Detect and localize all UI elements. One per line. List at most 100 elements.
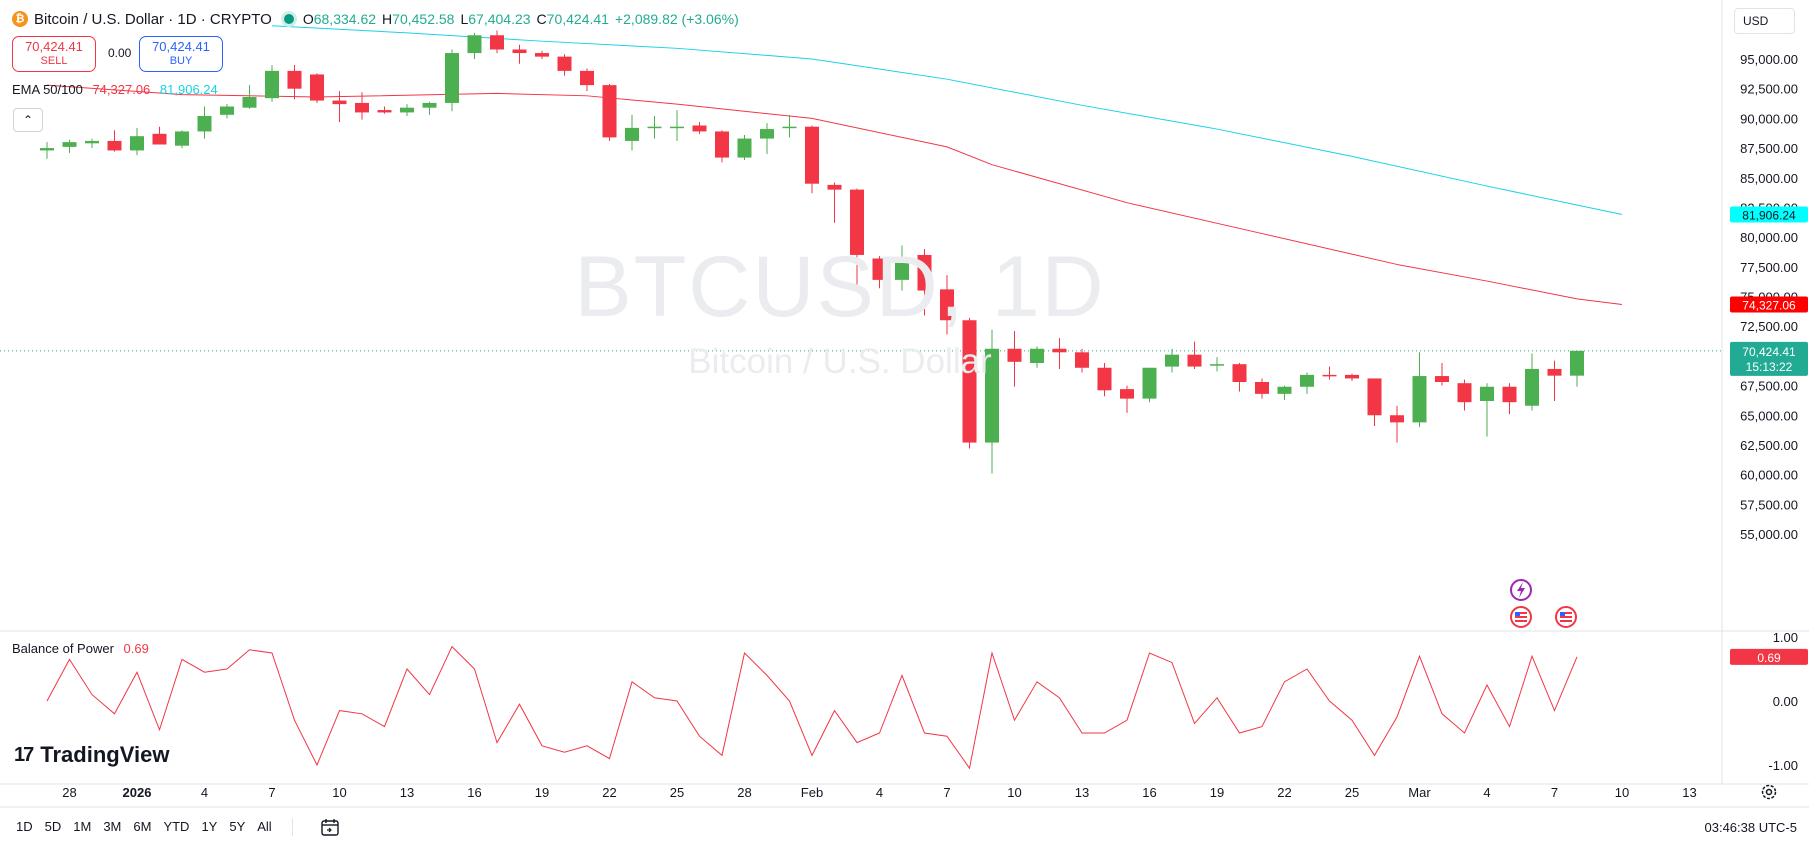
time-tick-label: 10	[1615, 785, 1629, 800]
candle-down	[287, 64, 302, 100]
market-status-icon	[283, 14, 294, 24]
candle-body	[1187, 354, 1202, 367]
candle-down	[377, 106, 392, 114]
candle-body	[962, 320, 977, 443]
candle-down	[850, 188, 864, 286]
candle-down	[1367, 378, 1382, 426]
price-tick-label: 62,500.00	[1740, 438, 1798, 453]
candle-down	[535, 50, 549, 59]
candle-down	[962, 317, 977, 449]
candle-body	[355, 102, 369, 113]
bop-value-badge: 0.69	[1730, 648, 1808, 665]
range-5y[interactable]: 5Y	[229, 819, 246, 834]
collapse-legend-button[interactable]: ⌃	[13, 108, 43, 132]
candle-body	[1345, 374, 1359, 379]
ohlc-values: O 68,334.62 H 70,452.58 L 67,404.23 C 70,424…	[303, 11, 739, 27]
gear-icon[interactable]	[1759, 782, 1779, 802]
candle-down	[557, 54, 572, 76]
range-all[interactable]: All	[257, 819, 272, 834]
bop-value-badge-text: 0.69	[1757, 651, 1781, 665]
candle-up	[895, 245, 909, 291]
range-ytd[interactable]: YTD	[163, 819, 190, 834]
dividend-lightning-icon[interactable]	[1510, 579, 1532, 601]
ema-legend[interactable]: EMA 50/100 74,327.06 81,906.24	[12, 82, 218, 97]
range-1m[interactable]: 1M	[73, 819, 92, 834]
range-3m[interactable]: 3M	[103, 819, 122, 834]
candle-body	[85, 140, 99, 144]
candle-up	[1030, 346, 1044, 368]
candle-up	[242, 85, 257, 109]
candle-up	[1480, 383, 1494, 437]
symbol-title[interactable]: Bitcoin / U.S. Dollar · 1D · CRYPTO	[34, 10, 272, 28]
candle-up	[1142, 367, 1157, 403]
divider	[291, 817, 293, 836]
candle-body	[1547, 368, 1562, 376]
time-tick-label: 28	[737, 785, 751, 800]
sell-button[interactable]: 70,424.41 SELL	[12, 36, 96, 72]
candle-down	[602, 83, 617, 141]
time-tick-label: 13	[1075, 785, 1089, 800]
price-tick-label: 85,000.00	[1740, 171, 1798, 186]
ema50-line	[46, 84, 1623, 305]
candle-up	[782, 114, 797, 138]
candle-body	[40, 148, 54, 151]
us-flag-event-icon-2[interactable]	[1555, 606, 1577, 628]
candle-down	[332, 91, 347, 122]
price-tick-label: 77,500.00	[1740, 260, 1798, 275]
candle-body	[62, 142, 77, 147]
candle-body	[1435, 376, 1449, 382]
candle-down	[1502, 383, 1517, 415]
buy-label: BUY	[169, 55, 193, 67]
candle-up	[467, 32, 482, 59]
price-tick-label: 90,000.00	[1740, 111, 1798, 126]
range-1d[interactable]: 1D	[16, 819, 33, 834]
candle-up	[400, 104, 414, 116]
time-tick-label: 13	[400, 785, 414, 800]
clock-timezone[interactable]: 03:46:38 UTC-5	[1704, 820, 1798, 835]
candle-down	[1390, 405, 1404, 443]
range-1y[interactable]: 1Y	[201, 819, 218, 834]
candle-body	[670, 126, 684, 129]
bop-legend[interactable]: Balance of Power 0.69	[12, 641, 149, 656]
ema50-price-badge-text: 74,327.06	[1742, 298, 1796, 312]
price-tick-label: 95,000.00	[1740, 52, 1798, 67]
candle-up	[62, 139, 77, 153]
candle-body	[1322, 374, 1337, 377]
time-tick-label: 16	[467, 785, 481, 800]
currency-select[interactable]: USD	[1734, 8, 1795, 34]
candle-body	[332, 100, 347, 105]
candle-down	[715, 130, 729, 163]
candle-body	[1390, 415, 1404, 423]
candle-body	[827, 184, 842, 190]
calendar-goto-icon[interactable]	[319, 817, 341, 837]
tradingview-logo[interactable]: 17 TradingView	[14, 742, 169, 768]
price-tick-label: 72,500.00	[1740, 319, 1798, 334]
ema50-price-badge-bg	[1730, 296, 1808, 313]
candle-body	[1412, 376, 1427, 423]
candle-body	[220, 106, 234, 115]
candle-down	[1457, 379, 1472, 411]
time-tick-label: 25	[670, 785, 684, 800]
candle-body	[197, 116, 212, 132]
candle-body	[715, 131, 729, 158]
range-5d[interactable]: 5D	[44, 819, 62, 834]
buy-button[interactable]: 70,424.41 BUY	[139, 36, 223, 72]
candle-up	[1570, 350, 1584, 387]
candle-body	[445, 53, 459, 103]
candle-down	[310, 73, 324, 103]
candle-up	[265, 64, 279, 102]
price-tick-label: 92,500.00	[1740, 82, 1798, 97]
candle-down	[917, 249, 932, 316]
candle-body	[1142, 367, 1157, 399]
us-flag-event-icon[interactable]	[1510, 606, 1532, 628]
range-6m[interactable]: 6M	[133, 819, 152, 834]
candle-up	[1300, 372, 1314, 394]
candle-up	[647, 116, 662, 139]
candle-body	[580, 70, 594, 86]
events-markers[interactable]	[1504, 576, 1604, 628]
candle-down	[1075, 348, 1089, 373]
candle-body	[175, 131, 189, 146]
